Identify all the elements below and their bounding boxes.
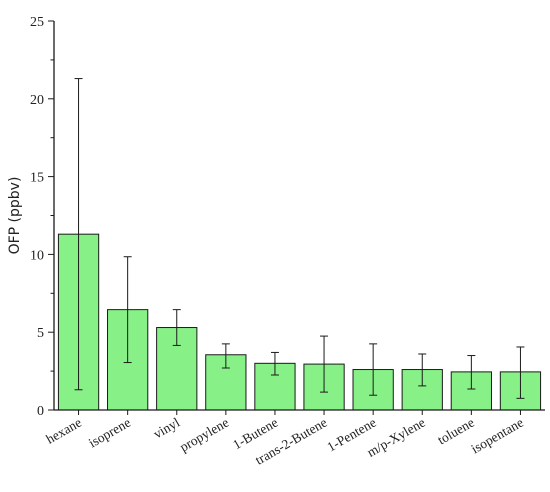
y-tick-label: 15 — [30, 171, 44, 186]
y-axis-title: OFP (ppbv) — [7, 177, 23, 255]
error-bars-group — [74, 78, 525, 399]
bar-3 — [205, 354, 247, 411]
x-category-label: hexane — [43, 415, 84, 447]
x-category-label: propylene — [177, 415, 231, 455]
x-labels-group: hexane isoprene vinylpropylene1-Butenetran… — [43, 410, 526, 468]
y-tick-label: 5 — [37, 326, 44, 341]
x-category-label: isopentane — [468, 415, 526, 457]
bars-group — [57, 233, 542, 411]
x-category-label: isoprene — [86, 415, 133, 451]
x-category-label: vinyl — [151, 414, 183, 441]
y-tick-label: 10 — [30, 248, 44, 263]
y-ticks-group: 0 5 10 15 20 25 — [30, 15, 54, 419]
y-tick-label: 20 — [30, 93, 44, 108]
y-tick-label: 25 — [30, 15, 44, 30]
y-tick-label: 0 — [37, 404, 44, 419]
